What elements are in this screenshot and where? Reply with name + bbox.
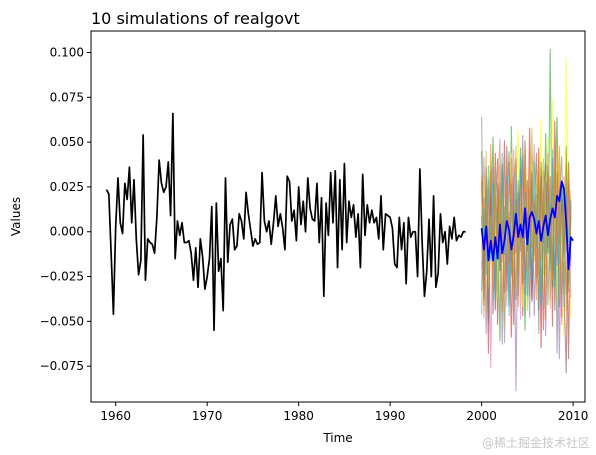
y-tick-label: 0.000 xyxy=(50,225,84,239)
x-tick-label: 1990 xyxy=(375,409,406,423)
watermark: @稀土掘金技术社区 xyxy=(481,436,590,450)
x-tick-label: 2010 xyxy=(558,409,589,423)
x-tick-label: 1960 xyxy=(100,409,131,423)
y-tick-label: 0.050 xyxy=(50,135,84,149)
plot-area xyxy=(105,48,574,392)
observed-line-group xyxy=(105,112,466,332)
x-axis-label: Time xyxy=(322,431,352,445)
x-tick-label: 1980 xyxy=(283,409,314,423)
simulation-line-9 xyxy=(481,149,572,316)
chart-title: 10 simulations of realgovt xyxy=(91,9,300,28)
simulation-mean-line xyxy=(480,180,574,271)
y-tick-label: −0.075 xyxy=(40,359,84,373)
y-tick-label: 0.100 xyxy=(50,46,84,60)
y-tick-label: 0.025 xyxy=(50,180,84,194)
y-axis-label: Values xyxy=(9,197,23,236)
axes-frame xyxy=(90,30,586,403)
x-tick-label: 1970 xyxy=(192,409,223,423)
y-tick-label: −0.050 xyxy=(40,314,84,328)
x-axis: 1960 1970 1980 1990 2000 2010 xyxy=(100,402,588,423)
observed-line xyxy=(105,112,466,332)
mean-line-group xyxy=(480,180,574,271)
y-axis: −0.075 −0.050 −0.025 0.000 0.025 0.050 0.075 0.… xyxy=(40,46,91,373)
y-tick-label: 0.075 xyxy=(50,90,84,104)
x-tick-label: 2000 xyxy=(466,409,497,423)
y-tick-label: −0.025 xyxy=(40,270,84,284)
